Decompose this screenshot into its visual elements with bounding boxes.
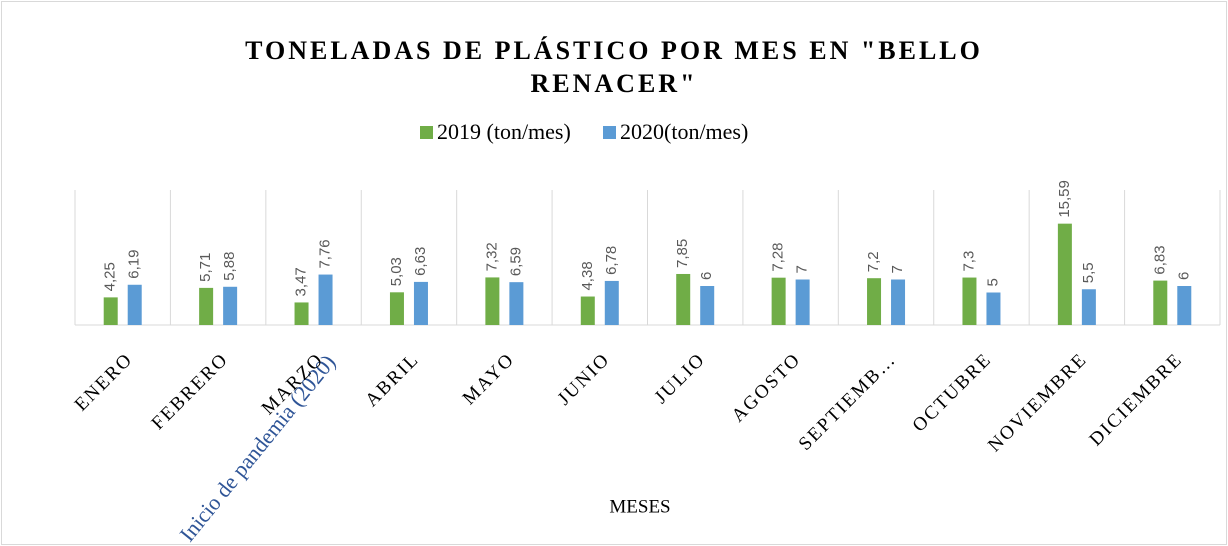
value-label: 6,83 [1151,245,1168,274]
value-label: 5,71 [197,253,214,282]
bar [795,279,810,325]
bar [103,297,118,325]
value-label: 7,85 [674,239,691,268]
value-label: 7,76 [317,239,334,268]
value-label: 7 [794,265,811,273]
bar [1057,223,1072,325]
value-label: 5,88 [221,252,238,281]
bar [962,277,977,325]
bar [199,287,214,325]
bar [700,286,715,325]
value-label: 7,32 [483,242,500,271]
bar [509,282,524,325]
value-label: 15,59 [1056,180,1073,218]
bar [1177,286,1192,325]
bar [389,292,404,325]
value-label: 7,3 [960,251,977,272]
value-label: 6 [698,272,715,280]
bar [485,277,500,325]
value-label: 7 [889,265,906,273]
value-label: 7,2 [865,251,882,272]
value-label: 6,19 [126,250,143,279]
bar [413,281,428,325]
value-label: 4,25 [102,262,119,291]
bar [771,277,786,325]
x-axis-label: MESES [609,496,670,517]
value-label: 6,78 [603,246,620,275]
value-label: 6,63 [412,247,429,276]
bar [127,284,142,325]
bar [891,279,906,325]
bar [580,296,595,325]
bar [318,274,333,325]
legend-swatch [603,126,616,139]
bar [676,273,691,325]
bar [1081,289,1096,325]
value-label: 5,03 [388,257,405,286]
value-label: 3,47 [293,267,310,296]
bar [1153,280,1168,325]
value-label: 6,59 [507,247,524,276]
bar [223,286,238,325]
chart-title: TONELADAS DE PLÁSTICO POR MES EN "BELLO … [245,36,983,98]
legend-swatch [420,126,433,139]
legend-label: 2019 (ton/mes) [437,119,571,144]
value-label: 4,38 [579,261,596,290]
value-label: 5 [984,278,1001,286]
bar [867,278,882,325]
bar [604,280,619,325]
value-label: 6 [1175,272,1192,280]
bar [294,302,309,325]
bar [986,292,1001,325]
legend-label: 2020(ton/mes) [620,119,748,144]
value-label: 7,28 [770,242,787,271]
value-label: 5,5 [1080,262,1097,283]
